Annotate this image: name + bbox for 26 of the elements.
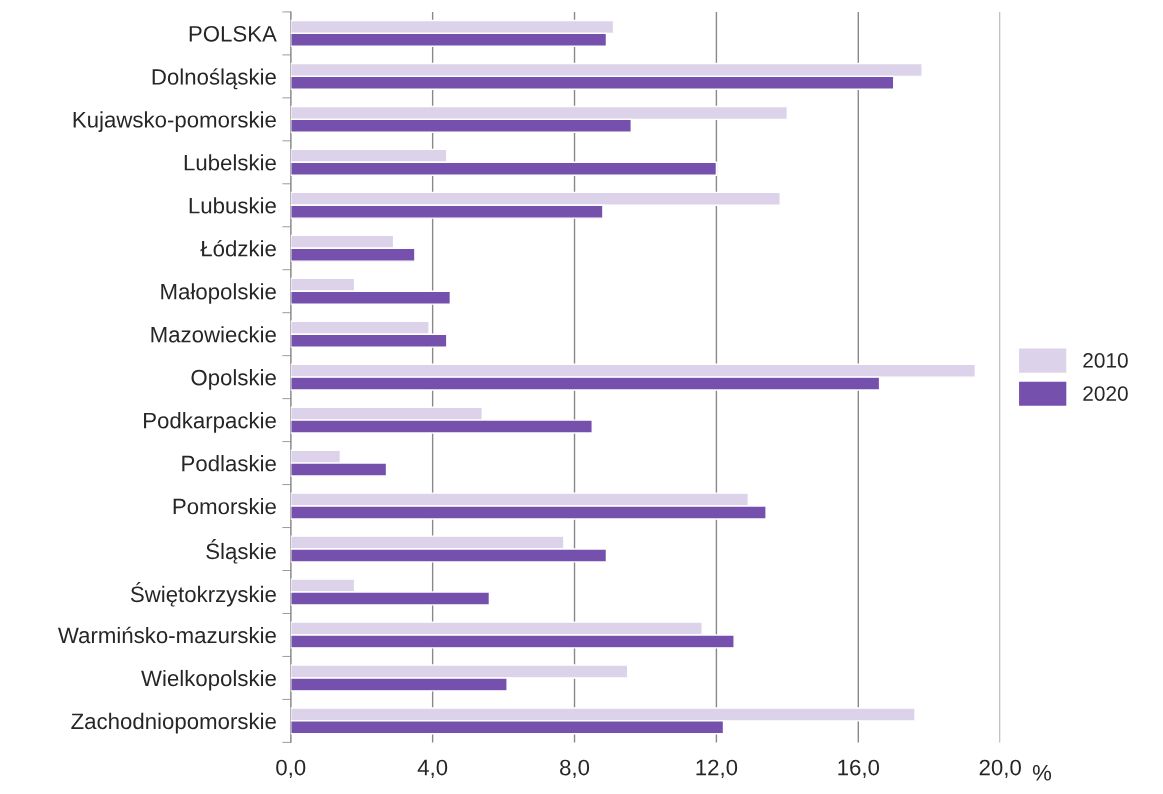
y-tick-label: Małopolskie [161, 283, 276, 304]
y-tick-label: Opolskie [191, 369, 276, 390]
x-axis-title: % [1032, 764, 1052, 781]
x-tick-label: 16,0 [838, 759, 880, 778]
legend-label: 2020 [1083, 386, 1128, 401]
y-tick-label: Śląskie [206, 539, 276, 564]
y-tick-label: Kujawsko-pomorskie [73, 111, 276, 132]
y-tick-label: Pomorskie [173, 498, 276, 515]
y-tick-label: Lubuskie [189, 197, 276, 214]
y-tick-label: Podlaskie [182, 455, 276, 472]
y-tick-label: Wielkopolskie [141, 669, 276, 691]
y-tick-label: Lubelskie [184, 154, 276, 171]
y-tick-label: Dolnośląskie [152, 68, 276, 90]
legend-label: 2010 [1083, 353, 1128, 368]
x-tick-label: 12,0 [696, 759, 738, 778]
y-tick-label: Warmińsko-mazurskie [58, 626, 276, 644]
y-tick-label: Łódzkie [200, 239, 276, 257]
y-tick-label: Mazowieckie [151, 326, 276, 343]
x-tick-label: 0,0 [276, 759, 306, 778]
y-tick-label: Podkarpackie [144, 412, 276, 433]
y-tick-label: Zachodniopomorskie [71, 712, 276, 734]
y-tick-label: Świętokrzyskie [130, 582, 276, 607]
x-tick-label: 8,0 [560, 759, 590, 778]
y-tick-label: POLSKA [189, 25, 277, 42]
x-tick-label: 4,0 [417, 759, 448, 778]
x-tick-label: 20,0 [979, 759, 1021, 778]
